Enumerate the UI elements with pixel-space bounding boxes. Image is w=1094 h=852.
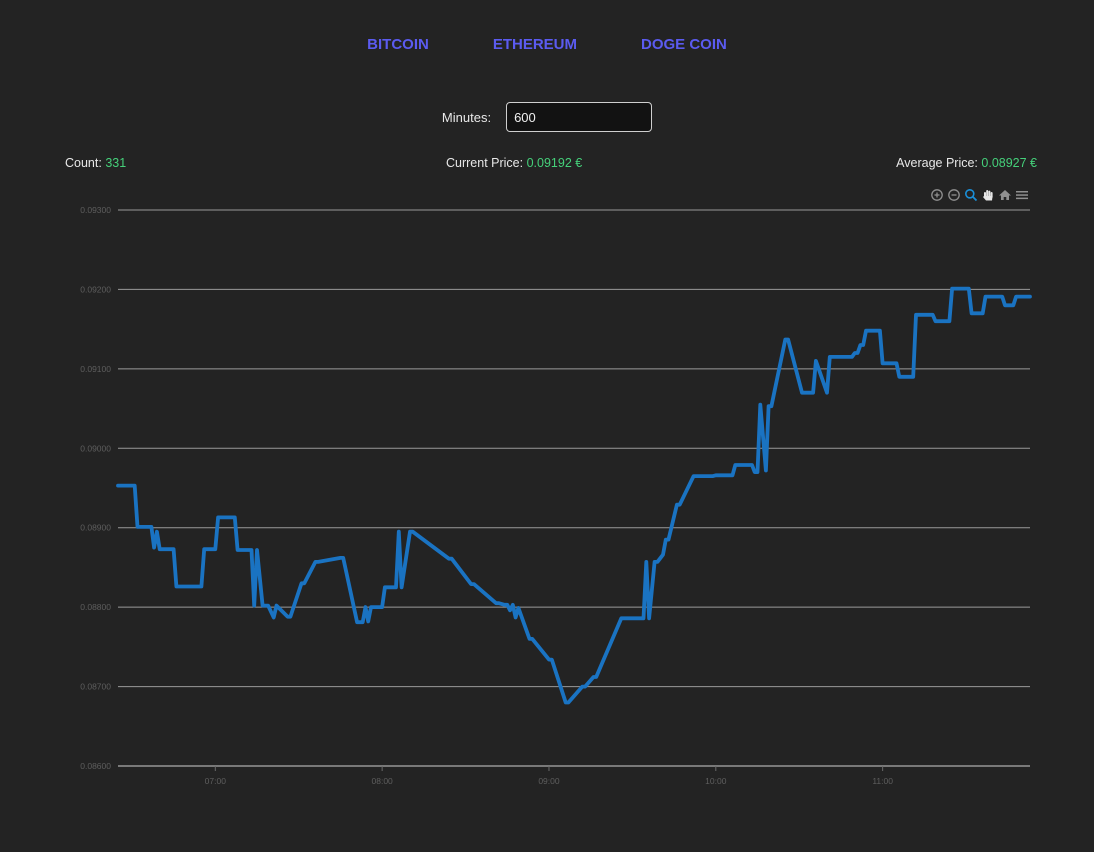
grid-layer: [118, 209, 1030, 767]
zoom-out-icon[interactable]: [947, 188, 961, 202]
minutes-input[interactable]: [506, 102, 653, 132]
y-tick-label: 0.08600: [80, 761, 111, 771]
average-price-stat: Average Price: 0.08927 €: [896, 156, 1037, 170]
x-tick-label: 10:00: [705, 776, 727, 786]
nav-ethereum[interactable]: ETHEREUM: [492, 36, 577, 53]
current-price-value: 0.09192 €: [526, 156, 583, 170]
y-tick-label: 0.08800: [80, 602, 111, 612]
current-price-label: Current Price:: [446, 156, 524, 170]
y-axis: 0.08600 0.08700 0.08800 0.08900 0.09000 0.091…: [80, 205, 111, 771]
current-price-stat: Current Price: 0.09192 €: [446, 156, 582, 170]
y-tick-label: 0.09300: [80, 205, 111, 215]
coin-nav: BITCOIN ETHEREUM DOGE COIN: [0, 36, 1094, 53]
x-tick-label: 09:00: [538, 776, 560, 786]
count-value: 331: [105, 156, 127, 170]
x-tick-label: 08:00: [372, 776, 394, 786]
y-tick-label: 0.09000: [80, 443, 111, 453]
home-icon[interactable]: [998, 188, 1012, 202]
nav-bitcoin[interactable]: BITCOIN: [367, 36, 429, 53]
minutes-label: Minutes:: [441, 109, 492, 125]
x-axis: 07:00 08:00 09:00 10:00 11:00: [205, 766, 893, 786]
y-tick-label: 0.09100: [80, 364, 111, 374]
menu-icon[interactable]: [1015, 188, 1029, 202]
y-tick-label: 0.08900: [80, 523, 111, 533]
zoom-in-icon[interactable]: [930, 188, 944, 202]
y-tick-label: 0.09200: [80, 284, 111, 294]
minutes-row: Minutes:: [0, 102, 1094, 132]
nav-dogecoin[interactable]: DOGE COIN: [641, 36, 727, 53]
selection-zoom-icon[interactable]: [964, 188, 978, 202]
price-series-line: [116, 286, 1032, 705]
pan-icon[interactable]: [981, 188, 995, 202]
x-tick-label: 07:00: [205, 776, 227, 786]
average-price-value: 0.08927 €: [981, 156, 1037, 170]
count-stat: Count: 331: [65, 156, 126, 170]
count-label: Count:: [65, 156, 102, 170]
average-price-label: Average Price:: [896, 156, 978, 170]
x-tick-label: 11:00: [872, 776, 893, 786]
y-tick-label: 0.08700: [80, 682, 111, 692]
chart-toolbar: [930, 188, 1029, 202]
